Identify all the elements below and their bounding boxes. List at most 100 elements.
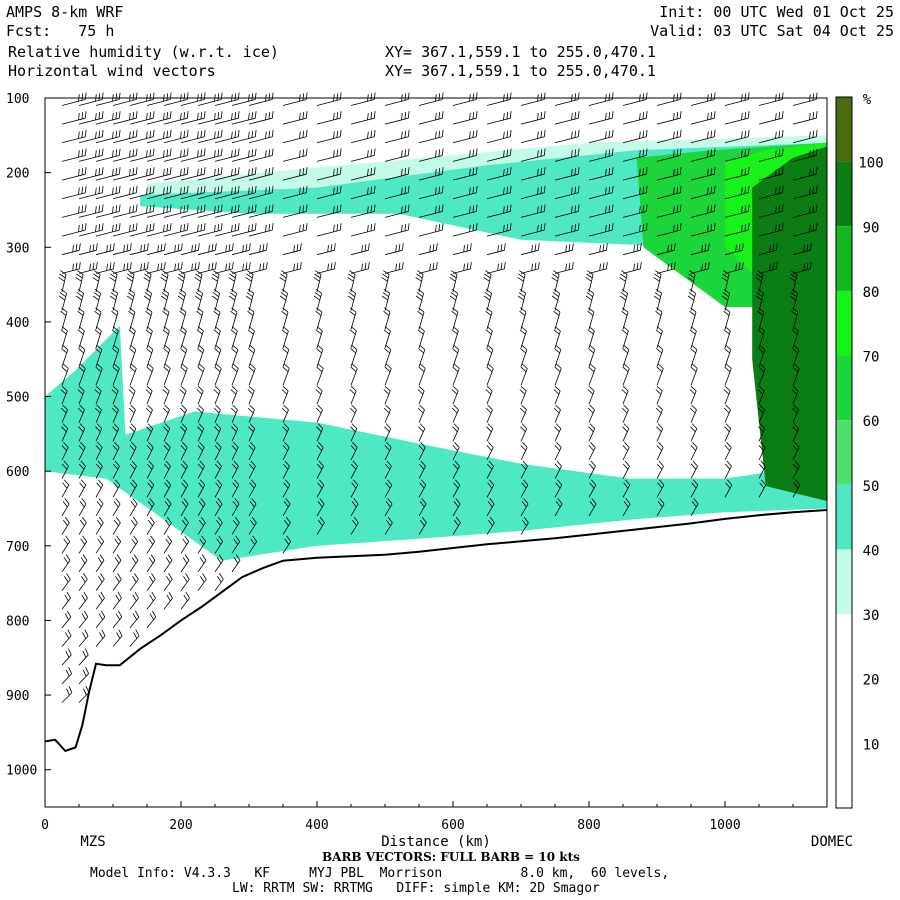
wind-barb-flag	[778, 168, 781, 176]
wind-barb-flag	[747, 148, 750, 156]
wind-barb-flag	[518, 273, 525, 279]
wind-barb-flag	[523, 516, 529, 523]
wind-barb-flag	[220, 148, 223, 156]
wind-barb-flag	[506, 186, 509, 194]
wind-barb-flag	[385, 423, 392, 429]
wind-barb-flag	[130, 243, 132, 251]
wind-barb-flag	[68, 667, 72, 674]
wind-barb-flag	[146, 150, 148, 158]
wind-barb	[384, 117, 409, 125]
wind-barb-flag	[247, 407, 254, 414]
wind-barb	[231, 268, 250, 274]
wind-barb-flag	[82, 535, 88, 542]
wind-barb-flag	[722, 273, 729, 279]
wind-barb-flag	[475, 111, 478, 119]
wind-barb-flag	[315, 389, 322, 395]
wind-barb	[350, 229, 375, 237]
wind-barb	[690, 428, 698, 442]
wind-barb-flag	[404, 93, 407, 101]
wind-barb	[214, 229, 239, 237]
wind-barb-flag	[723, 310, 730, 316]
wind-barb-flag	[233, 460, 239, 467]
wind-barb-flag	[229, 273, 236, 279]
wind-barb-flag	[806, 262, 809, 270]
wind-barb-flag	[772, 262, 775, 270]
wind-barb-flag	[232, 423, 239, 429]
wind-barb	[197, 117, 222, 125]
wind-barb-flag	[334, 261, 336, 269]
wind-barb	[112, 522, 121, 535]
wind-barb	[231, 541, 241, 554]
wind-barb-flag	[602, 244, 605, 252]
wind-barb-flag	[367, 224, 369, 232]
wind-barb-flag	[232, 501, 238, 508]
wind-barb	[163, 311, 170, 330]
wind-barb-flag	[197, 206, 199, 214]
x-tick-label: 600	[441, 818, 464, 833]
wind-barb	[95, 229, 120, 237]
wind-barb-flag	[282, 307, 289, 313]
wind-barb	[78, 229, 103, 237]
wind-barb	[418, 428, 426, 442]
wind-barb	[384, 229, 409, 237]
wind-barb-flag	[166, 93, 169, 101]
wind-barb	[452, 447, 460, 461]
wind-barb-flag	[339, 129, 342, 137]
wind-barb-flag	[667, 245, 669, 253]
wind-barb-flag	[690, 385, 697, 392]
wind-barb-flag	[407, 111, 410, 119]
wind-barb-flag	[247, 270, 254, 275]
wind-barb	[146, 560, 156, 573]
wind-barb-flag	[216, 538, 222, 545]
wind-barb	[214, 579, 224, 591]
wind-barb-flag	[130, 344, 137, 350]
wind-barb-flag	[203, 223, 206, 231]
wind-barb-flag	[64, 613, 69, 620]
wind-barb	[792, 155, 817, 162]
wind-barb-flag	[543, 204, 546, 212]
wind-barb-flag	[554, 326, 561, 332]
wind-barb-flag	[519, 288, 526, 294]
colorbar-band	[836, 678, 852, 744]
wind-barb	[214, 99, 239, 106]
wind-barb	[588, 428, 596, 442]
wind-barb-flag	[66, 688, 70, 696]
wind-barb-flag	[452, 348, 458, 354]
wind-barb-flag	[384, 463, 391, 470]
wind-barb-flag	[435, 206, 437, 214]
wind-barb	[214, 249, 233, 256]
wind-barb-flag	[429, 245, 431, 253]
wind-barb-flag	[489, 516, 495, 523]
wind-barb	[180, 293, 186, 311]
wind-barb-flag	[407, 204, 410, 212]
wind-barb-flag	[475, 167, 478, 175]
init-time: Init: 00 UTC Wed 01 Oct 25	[659, 3, 894, 21]
y-tick-label: 800	[6, 614, 29, 629]
wind-barb-flag	[217, 516, 223, 523]
wind-barb-flag	[183, 149, 186, 157]
wind-barb-flag	[115, 93, 118, 101]
wind-barb-flag	[655, 389, 662, 395]
wind-barb-flag	[642, 205, 645, 213]
wind-barb-flag	[95, 348, 101, 354]
wind-barb-flag	[225, 245, 227, 253]
wind-barb	[452, 293, 458, 311]
wind-barb-flag	[781, 129, 784, 137]
field-label-wind: Horizontal wind vectors	[8, 62, 216, 80]
wind-barb-flag	[611, 185, 614, 193]
wind-barb-flag	[509, 204, 512, 212]
wind-barb-flag	[146, 224, 148, 232]
wind-barb-flag	[540, 205, 543, 213]
wind-barb	[197, 466, 205, 479]
wind-barb-flag	[741, 168, 743, 176]
wind-barb-flag	[419, 344, 426, 350]
wind-barb	[588, 466, 596, 479]
wind-barb-flag	[180, 348, 186, 354]
wind-barb-flag	[234, 186, 237, 194]
wind-barb-flag	[129, 307, 136, 313]
wind-barb-flag	[361, 263, 363, 271]
wind-barb	[163, 484, 172, 498]
wind-barb-flag	[775, 131, 777, 139]
wind-barb-flag	[469, 206, 471, 214]
wind-barb-flag	[300, 243, 302, 251]
